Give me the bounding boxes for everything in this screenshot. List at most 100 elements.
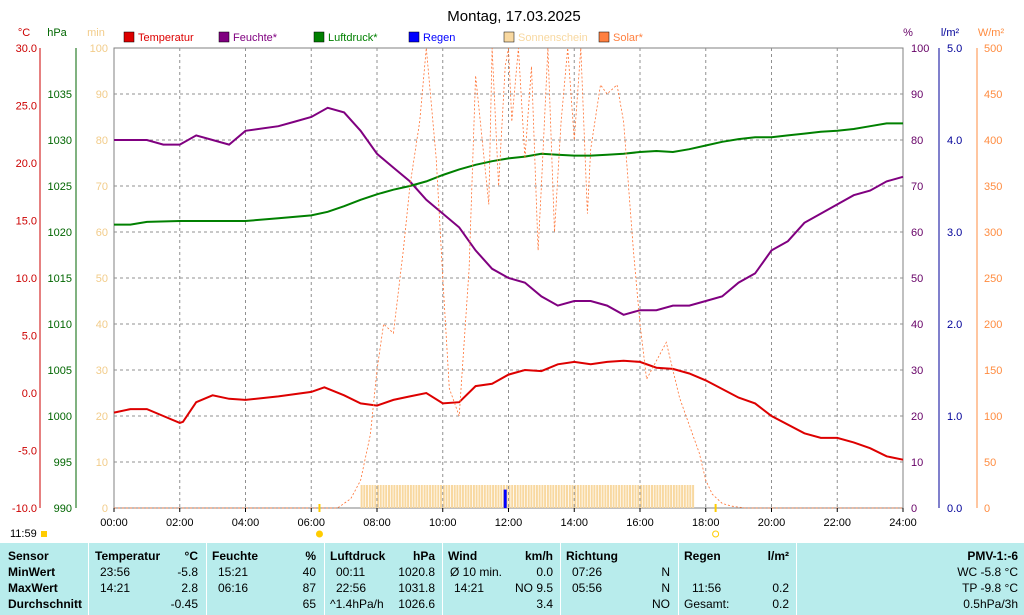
sunshine-bar <box>587 485 590 508</box>
rain-tick-label: 3.0 <box>947 227 962 239</box>
sunshine-bar <box>585 485 588 508</box>
humidity-tick-label: 100 <box>911 43 929 55</box>
sunshine-bar <box>604 485 607 508</box>
legend-label: Solar* <box>613 32 644 44</box>
sunshine-bar <box>390 485 393 508</box>
pressure-avg-value: 1026.6 <box>398 597 435 611</box>
humidity-avg-value: 65 <box>302 597 316 611</box>
legend-swatch <box>598 31 610 43</box>
sunshine-bar <box>511 485 514 508</box>
rain-tick-label: 5.0 <box>947 43 962 55</box>
sunshine-bar <box>431 485 434 508</box>
temperature-min-time: 23:56 <box>100 565 131 579</box>
sunshine-bar <box>618 485 621 508</box>
x-tick-label: 14:00 <box>560 517 588 529</box>
temp-tick-label: 10.0 <box>16 273 37 285</box>
pressure-tick-label: 1030 <box>48 135 72 147</box>
x-tick-label: 06:00 <box>297 517 325 529</box>
solar-tick-label: 300 <box>984 227 1002 239</box>
pressure-min-time: 00:11 <box>336 565 366 579</box>
sunshine-bar <box>593 485 596 508</box>
direction-max-value: N <box>661 581 670 595</box>
pressure-axis-unit: hPa <box>47 27 67 39</box>
x-tick-label: 00:00 <box>100 517 128 529</box>
sunshine-bar <box>483 485 486 508</box>
sunshine-bar <box>596 485 599 508</box>
sunshine-bar <box>678 485 681 508</box>
sunshine-bar <box>453 485 456 508</box>
solar-axis-unit: W/m² <box>978 27 1005 39</box>
direction-max-time: 05:56 <box>572 581 603 595</box>
row-label-min: MinWert <box>8 565 56 579</box>
sunshine-tick-label: 40 <box>96 319 108 331</box>
sunshine-bar <box>626 485 629 508</box>
sunshine-bar <box>686 485 689 508</box>
series-line-temperatur <box>113 359 904 461</box>
sunshine-bar <box>645 485 648 508</box>
pressure-header: Luftdruck <box>330 549 386 563</box>
time-readout: 11:59 <box>10 528 37 540</box>
sunshine-bar <box>651 485 653 508</box>
sunshine-bar <box>681 485 684 508</box>
direction-min-time: 07:26 <box>572 565 603 579</box>
rain-bar <box>503 489 507 508</box>
solar-tick-label: 350 <box>984 181 1002 193</box>
sunshine-bar <box>609 485 612 508</box>
sunshine-axis-unit: min <box>87 27 105 39</box>
wind-chill-value: WC -5.8 °C <box>957 565 1018 579</box>
statistics-table: Sensor MinWert MaxWert Durchschnitt Temp… <box>0 543 1024 615</box>
legend-label: Feuchte* <box>233 32 278 44</box>
legend-swatch <box>313 31 325 43</box>
sunshine-bar <box>563 485 566 508</box>
humidity-tick-label: 20 <box>911 411 923 423</box>
legend-swatch <box>218 31 230 43</box>
temp-axis-unit: °C <box>18 27 30 39</box>
direction-avg-value: NO <box>652 597 670 611</box>
pressure-tick-label: 1000 <box>48 411 72 423</box>
chart-title: Montag, 17.03.2025 <box>447 8 580 25</box>
legend-label: Temperatur <box>138 32 194 44</box>
sunshine-bar <box>629 485 631 508</box>
sunshine-bar <box>366 485 368 508</box>
temperature-header: Temperatur <box>95 549 161 563</box>
pressure-trend-value: 0.5hPa/3h <box>963 597 1018 611</box>
sunshine-bar <box>607 485 610 508</box>
humidity-unit: % <box>305 549 316 563</box>
temperature-max-time: 14:21 <box>100 581 131 595</box>
sunshine-bar <box>661 485 664 508</box>
sunshine-bar <box>379 485 382 508</box>
sunshine-bar <box>683 485 686 508</box>
sunshine-bar <box>492 485 495 508</box>
sunshine-bar <box>648 485 651 508</box>
sunshine-bar <box>571 485 574 508</box>
sunshine-bar <box>437 485 440 508</box>
sunshine-bar <box>388 485 390 508</box>
sunshine-bar <box>568 485 571 508</box>
sunshine-bar <box>467 485 470 508</box>
wind-header: Wind <box>448 549 478 563</box>
humidity-tick-label: 80 <box>911 135 923 147</box>
humidity-min-time: 15:21 <box>218 565 249 579</box>
legend-swatch <box>408 31 420 43</box>
legend-label: Sonnenschein <box>518 32 588 44</box>
x-tick-label: 18:00 <box>692 517 720 529</box>
rain-tick-label: 1.0 <box>947 411 962 423</box>
sunshine-bar <box>634 485 637 508</box>
pressure-tick-label: 995 <box>54 457 72 469</box>
temp-tick-label: 20.0 <box>16 158 37 170</box>
sunset-icon <box>712 530 720 538</box>
pressure-min-value: 1020.8 <box>398 565 435 579</box>
sunshine-bar <box>472 485 475 508</box>
sunshine-bar <box>445 485 448 508</box>
legend-label: Regen <box>423 32 455 44</box>
x-tick-label: 24:00 <box>889 517 917 529</box>
pressure-tick-label: 1025 <box>48 181 72 193</box>
sunshine-bar <box>601 485 604 508</box>
sunshine-bar <box>514 485 516 508</box>
sunshine-bar <box>500 485 503 508</box>
pressure-trend-label: ^1.4hPa/h <box>330 597 384 611</box>
rain-unit: l/m² <box>767 549 789 563</box>
sunshine-bar <box>464 485 467 508</box>
sunshine-bar <box>530 485 533 508</box>
sunshine-bar <box>659 485 662 508</box>
